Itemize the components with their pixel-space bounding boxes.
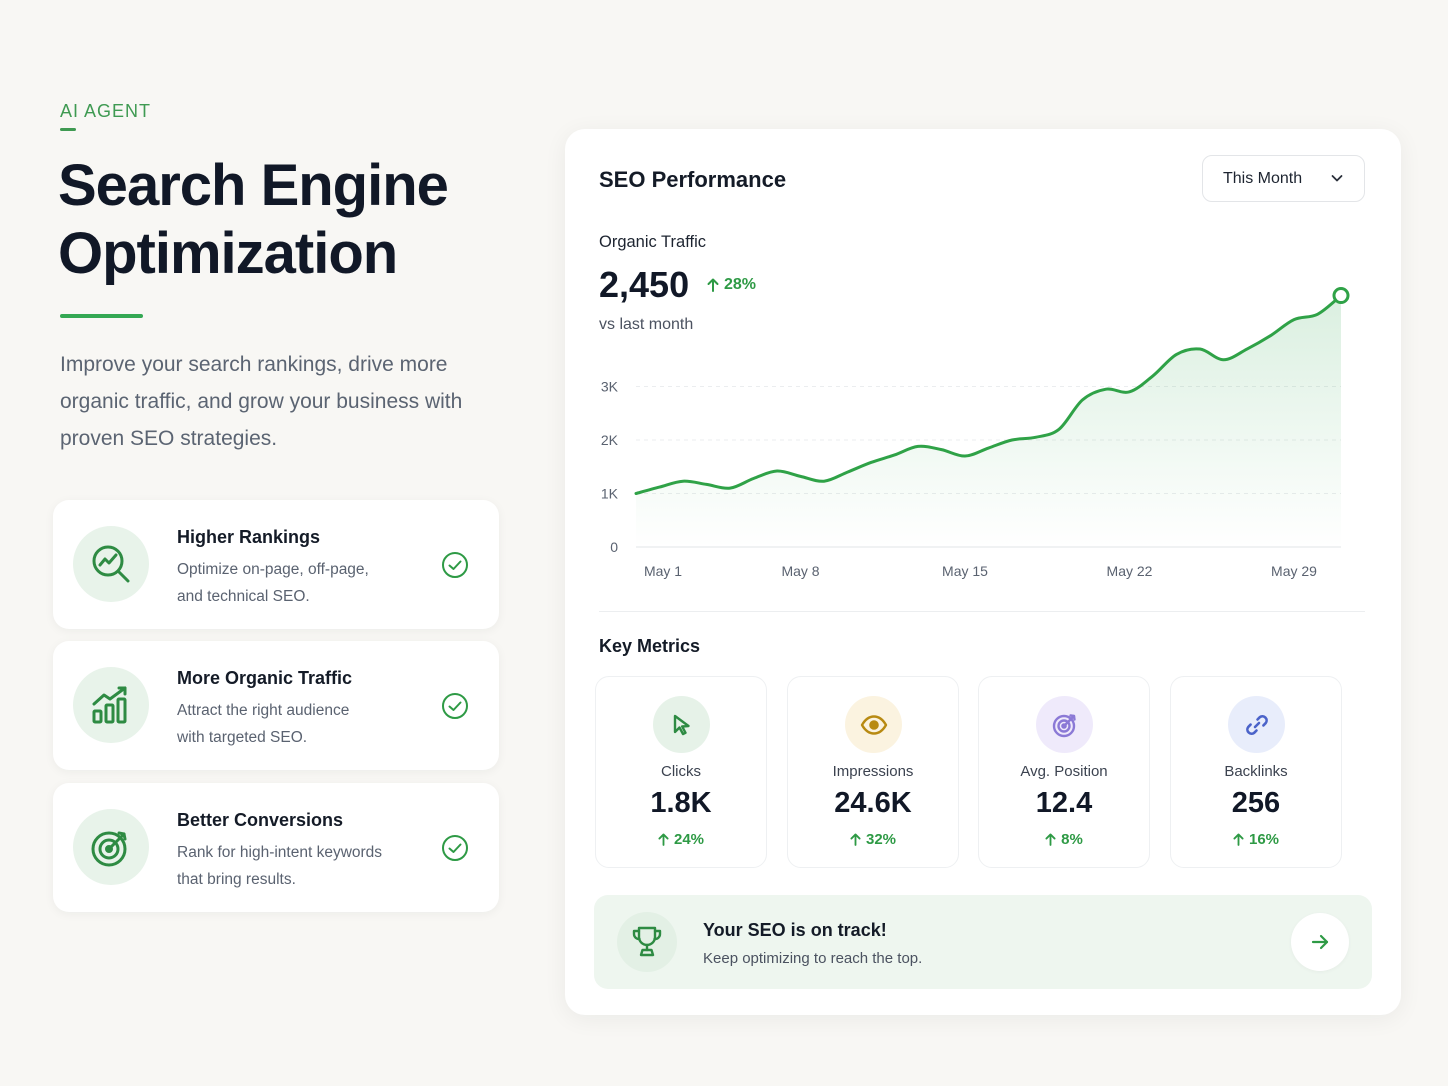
feature-title: More Organic Traffic [177,668,353,688]
seo-performance-card: SEO Performance This Month Organic Traff… [565,129,1401,1015]
feature-desc-line: Optimize on-page, off-page, [177,561,369,578]
feature-description: Optimize on-page, off-page, and technica… [177,556,417,610]
kpi-label: Clicks [661,763,701,780]
kpi-value: 256 [1231,787,1281,819]
arrow-up-icon [1045,833,1056,846]
title-line-1: Search Engine [58,153,449,218]
kpi-card-clicks: Clicks 1.8K 24% [595,676,767,868]
kpi-card-impressions: Impressions 24.6K 32% [787,676,959,868]
delta-value: 28% [724,276,757,293]
check-circle-icon [442,835,468,861]
y-tick-label: 0 [610,539,618,555]
kpi-value: 24.6K [834,787,912,819]
kpi-label: Impressions [832,763,914,780]
kpi-card-avg-position: Avg. Position 12.4 8% [978,676,1150,868]
key-metrics-title: Key Metrics [599,636,701,656]
kpi-label: Backlinks [1224,763,1288,780]
arrow-right-icon [1311,934,1329,950]
bar-chart-growth-icon [73,667,149,743]
feature-desc-line: and technical SEO. [177,588,310,605]
title-divider [60,314,143,318]
x-tick-label: May 15 [942,563,988,579]
feature-description: Rank for high-intent keywords that bring… [177,839,417,893]
eyebrow-label: AI AGENT [60,101,152,121]
x-tick-label: May 1 [644,563,682,579]
y-tick-label: 3K [601,379,619,395]
cursor-icon [653,696,710,753]
kpi-value: 12.4 [1035,787,1093,819]
target-icon [73,809,149,885]
status-banner: Your SEO is on track! Keep optimizing to… [594,895,1372,989]
series-area [636,295,1341,547]
trophy-icon [617,912,677,972]
page-title: Search Engine Optimization [58,152,538,288]
kpi-delta: 24% [596,831,766,848]
kpi-card-backlinks: Backlinks 256 16% [1170,676,1342,868]
period-select[interactable]: This Month [1202,155,1365,202]
y-tick-label: 2K [601,432,619,448]
kpi-value: 1.8K [650,787,712,819]
delta-value: 16% [1248,831,1280,848]
section-divider [599,611,1365,612]
feature-desc-line: that bring results. [177,871,296,888]
eyebrow-underline [60,128,76,131]
target-icon [1036,696,1093,753]
feature-card-traffic: More Organic Traffic Attract the right a… [53,641,499,770]
kpi-delta: 8% [979,831,1149,848]
kpi-delta: 32% [788,831,958,848]
organic-traffic-value: 2,450 [599,264,690,305]
search-trend-icon [73,526,149,602]
organic-traffic-comparison: vs last month [599,316,694,333]
organic-traffic-delta: 28% [707,276,756,294]
arrow-up-icon [707,278,719,292]
organic-traffic-chart: 0 1K 2K 3K May 1 May 8 May 15 May 22 May 29 [601,287,1350,579]
title-line-2: Optimization [58,221,398,286]
kpi-delta: 16% [1171,831,1341,848]
check-circle-icon [442,552,468,578]
x-tick-label: May 22 [1107,563,1153,579]
organic-traffic-label: Organic Traffic [599,233,706,251]
series-line [634,294,1343,495]
delta-value: 8% [1061,831,1083,848]
series-endpoint-marker[interactable] [1332,287,1350,305]
feature-description: Attract the right audience with targeted… [177,697,417,751]
chevron-down-icon [1331,175,1343,182]
hero-description: Improve your search rankings, drive more… [60,353,463,450]
delta-value: 24% [673,831,705,848]
arrow-up-icon [850,833,861,846]
period-select-value: This Month [1223,169,1303,187]
feature-card-conversions: Better Conversions Rank for high-intent … [53,783,499,912]
banner-subtitle: Keep optimizing to reach the top. [703,950,923,967]
eye-icon [845,696,902,753]
feature-title: Better Conversions [177,810,344,830]
delta-value: 32% [865,831,897,848]
feature-desc-line: Rank for high-intent keywords [177,844,383,861]
feature-desc-line: with targeted SEO. [177,729,308,746]
y-tick-label: 1K [601,486,619,502]
x-tick-label: May 8 [781,563,819,579]
arrow-up-icon [1233,833,1244,846]
banner-arrow-button[interactable] [1291,913,1349,971]
banner-title: Your SEO is on track! [703,920,887,940]
arrow-up-icon [658,833,669,846]
link-icon [1228,696,1285,753]
feature-title: Higher Rankings [177,527,321,547]
feature-desc-line: Attract the right audience [177,702,350,719]
x-tick-label: May 29 [1271,563,1317,579]
feature-card-rankings: Higher Rankings Optimize on-page, off-pa… [53,500,499,629]
card-title: SEO Performance [599,167,787,192]
kpi-label: Avg. Position [1020,763,1108,780]
check-circle-icon [442,693,468,719]
